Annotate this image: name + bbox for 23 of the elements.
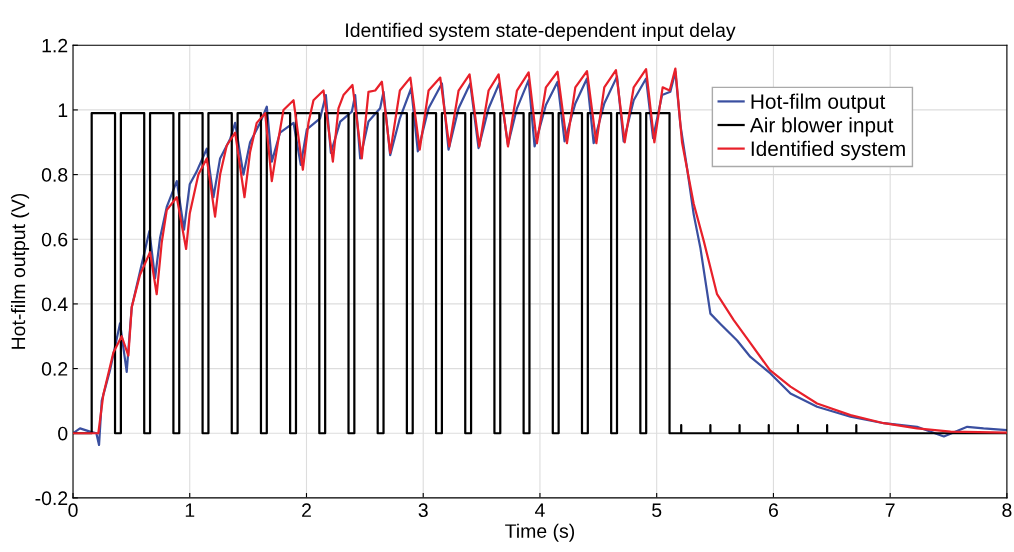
legend-label: Air blower input: [749, 117, 894, 137]
y-tick-label: 0.4: [41, 297, 68, 312]
x-tick-label: 5: [652, 503, 662, 518]
x-tick-label: 1: [185, 503, 195, 517]
x-tick-label: 6: [769, 503, 778, 518]
y-tick-label: 0.2: [41, 362, 68, 376]
y-tick-label: 0: [58, 426, 68, 441]
x-tick-label: 4: [535, 503, 545, 517]
legend-label: Identified system: [751, 140, 905, 161]
y-tick-label: 0.8: [41, 168, 68, 182]
y-axis-title: Hot-film output (V): [10, 193, 30, 349]
chart-title: Identified system state-dependent input delay: [346, 22, 736, 41]
x-tick-label: 3: [418, 503, 428, 518]
x-tick-label: 8: [1002, 503, 1012, 518]
y-tick-label: 0.6: [41, 232, 68, 247]
x-tick-label: 0: [68, 503, 78, 518]
x-tick-label: 2: [302, 503, 311, 517]
y-tick-label: 1: [58, 103, 68, 117]
y-tick-label: -0.2: [35, 491, 68, 506]
legend-label: Hot-film output: [751, 93, 886, 114]
y-tick-label: 1.2: [42, 38, 68, 53]
x-tick-label: 7: [885, 503, 895, 517]
x-axis-title: Time (s): [505, 523, 575, 542]
